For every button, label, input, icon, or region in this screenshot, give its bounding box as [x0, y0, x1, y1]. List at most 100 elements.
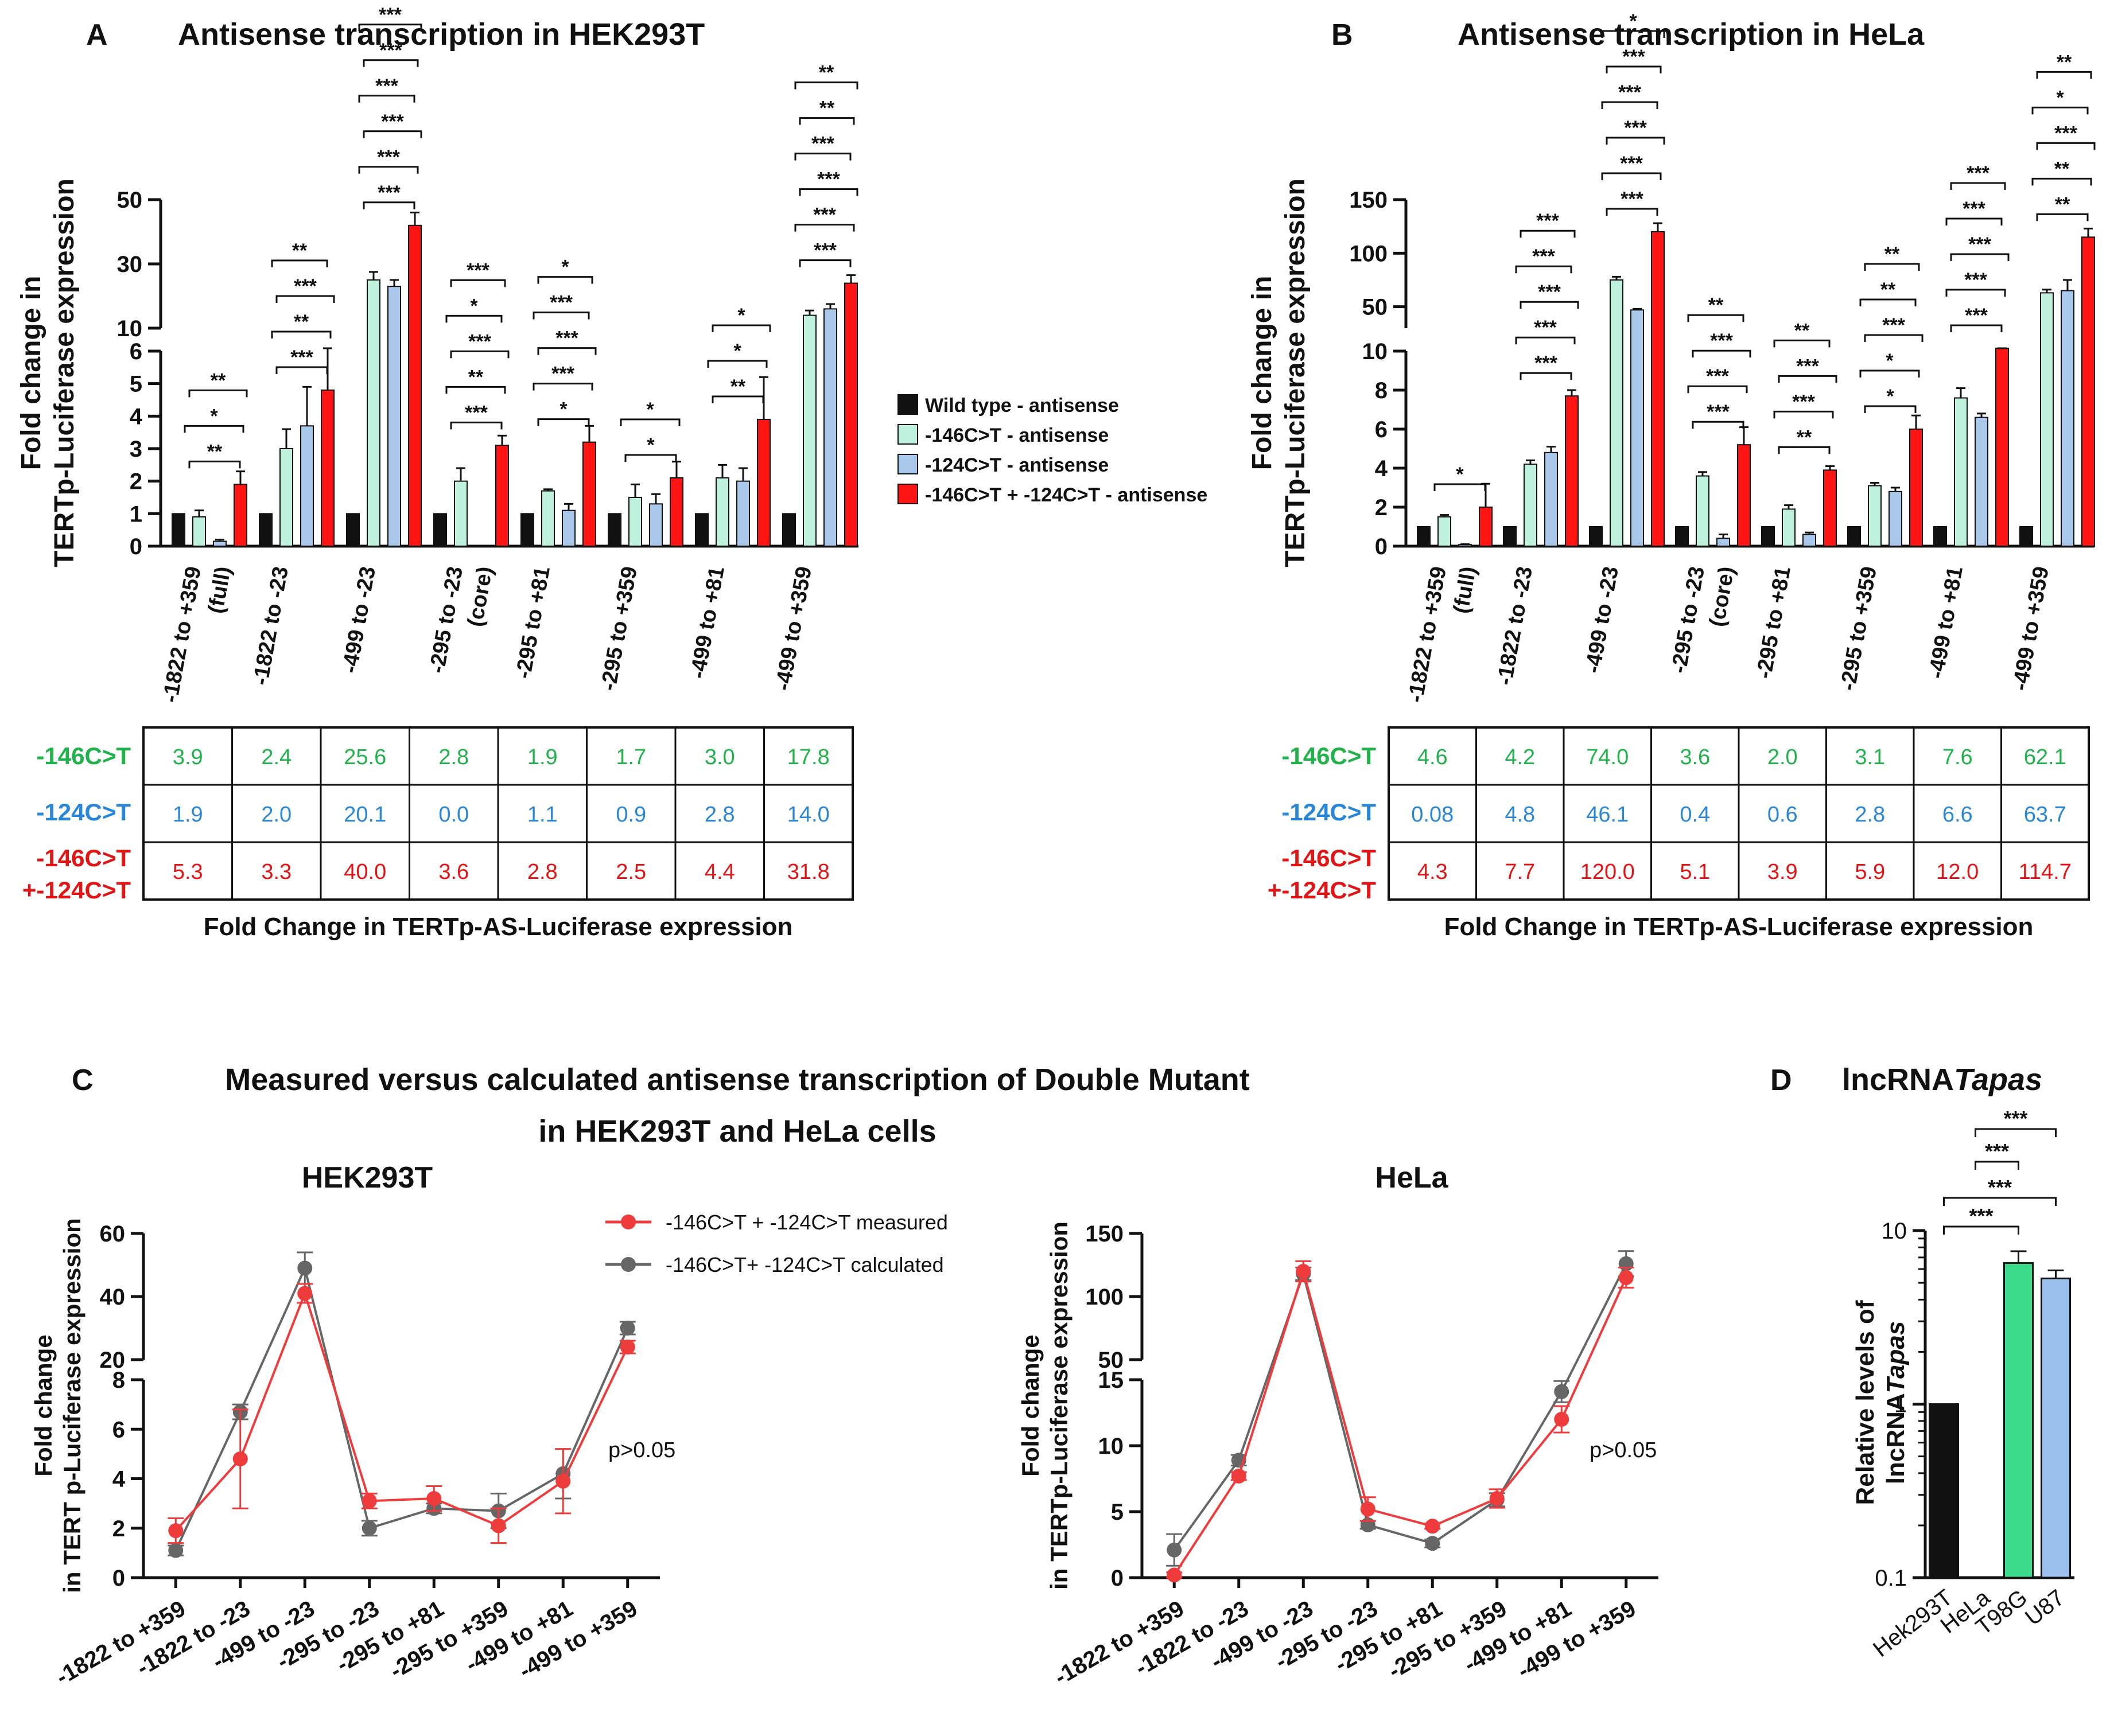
- y-tick-label: 40: [100, 1285, 126, 1310]
- data-point: [1167, 1567, 1182, 1583]
- significance-bracket: [1515, 265, 1572, 274]
- significance-bracket: [2036, 213, 2089, 221]
- table-cell: 4.2: [1505, 745, 1535, 769]
- bar: [1630, 309, 1644, 547]
- significance-bracket: [1601, 101, 1658, 109]
- significance-label: ***: [1706, 365, 1729, 387]
- bar: [1975, 417, 1988, 547]
- significance-label: ***: [2003, 1107, 2027, 1130]
- significance-label: *: [733, 340, 741, 362]
- significance-label: ***: [468, 330, 491, 352]
- bar: [757, 419, 771, 547]
- significance-label: ***: [1624, 117, 1647, 139]
- series-line: [174, 1264, 629, 1551]
- significance-label: **: [211, 369, 226, 391]
- bar: [1651, 231, 1665, 547]
- bar: [1610, 279, 1623, 547]
- significance-bracket: [275, 366, 328, 374]
- significance-label: *: [1629, 10, 1637, 32]
- bar: [2081, 236, 2095, 547]
- data-point: [362, 1493, 377, 1509]
- x-category-label: -499 to +359: [771, 565, 817, 692]
- y-axis-label: Fold change in TERTp-Luciferase expressio…: [1247, 178, 1311, 567]
- significance-bracket: [1864, 263, 1920, 271]
- data-point: [1554, 1384, 1569, 1399]
- significance-bracket: [620, 418, 681, 426]
- bar: [716, 477, 729, 547]
- table-cell: 40.0: [344, 860, 386, 884]
- bar: [1909, 429, 1923, 547]
- significance-label: **: [819, 62, 834, 84]
- significance-label: **: [468, 366, 484, 388]
- significance-bracket: [445, 386, 506, 394]
- data-point: [620, 1321, 635, 1336]
- significance-label: ***: [813, 204, 836, 226]
- subplot-title: HEK293T: [302, 1161, 433, 1194]
- x-category-label: -499 to +359: [2008, 565, 2054, 692]
- y-tick-label: 10: [1098, 1434, 1124, 1459]
- panel-letter: C: [72, 1064, 94, 1097]
- significance-label: ***: [551, 363, 574, 385]
- data-point: [1489, 1491, 1505, 1506]
- table-cell: 2.8: [438, 745, 469, 769]
- data-point: [1167, 1542, 1182, 1558]
- legend-swatch: [897, 424, 918, 445]
- bar: [367, 279, 380, 547]
- data-point: [1425, 1519, 1440, 1534]
- data-point: [297, 1286, 313, 1301]
- bar: [454, 480, 468, 547]
- y-tick-label: 6: [1375, 417, 1388, 442]
- bar: [2041, 1277, 2071, 1579]
- significance-bracket: [184, 425, 244, 433]
- y-tick-label: 0: [1375, 534, 1388, 559]
- bar: [2061, 290, 2074, 547]
- y-tick-label: 10: [1362, 339, 1388, 364]
- bar: [736, 480, 750, 547]
- significance-label: **: [819, 98, 835, 119]
- significance-label: **: [294, 311, 309, 333]
- bar: [1437, 516, 1451, 547]
- bar: [346, 513, 360, 547]
- bar: [1929, 1403, 1959, 1579]
- significance-bracket: [1520, 229, 1576, 238]
- table-cell: 5.1: [1680, 860, 1710, 884]
- significance-bracket: [712, 395, 764, 403]
- x-category-label: -499 to -23: [1581, 565, 1623, 675]
- y-axis-label: Fold changein TERTp-Luciferase expressio…: [1017, 1221, 1073, 1590]
- bar: [172, 513, 185, 547]
- table-cell: 7.7: [1505, 860, 1535, 884]
- significance-label: ***: [811, 133, 834, 155]
- significance-label: ***: [1985, 1139, 2009, 1163]
- data-point: [426, 1491, 442, 1506]
- table-cell: 17.8: [787, 745, 830, 769]
- significance-bracket: [445, 314, 503, 323]
- significance-bracket: [1945, 217, 2003, 225]
- bar: [562, 509, 576, 547]
- x-category-label: (core): [463, 565, 498, 628]
- significance-bracket: [1950, 253, 2010, 261]
- significance-label: ***: [1622, 46, 1645, 68]
- bar: [234, 484, 247, 547]
- significance-bracket: [271, 330, 332, 338]
- significance-label: ***: [1707, 401, 1730, 423]
- y-tick-label: 150: [1349, 188, 1388, 213]
- table-cell: 2.0: [261, 803, 292, 827]
- significance-label: *: [1456, 464, 1464, 485]
- y-tick-label: 5: [130, 372, 142, 397]
- significance-bracket: [1943, 1225, 2019, 1235]
- table-cell: 74.0: [1586, 745, 1629, 769]
- data-point: [168, 1543, 184, 1558]
- y-axis-label: lncRNATapas: [1882, 1321, 1910, 1484]
- subplot-title: HeLa: [1375, 1161, 1448, 1194]
- y-tick-label: 20: [100, 1348, 126, 1373]
- data-point: [1296, 1264, 1311, 1279]
- legend-swatch: [897, 454, 918, 474]
- significance-bracket: [450, 279, 506, 287]
- table-cell: 0.4: [1680, 803, 1710, 827]
- y-tick-label: 6: [130, 339, 142, 364]
- bar: [408, 224, 422, 547]
- significance-bracket: [1975, 1161, 2019, 1170]
- bar: [1868, 485, 1882, 547]
- significance-bracket: [363, 130, 422, 138]
- table-cell: 20.1: [344, 803, 386, 827]
